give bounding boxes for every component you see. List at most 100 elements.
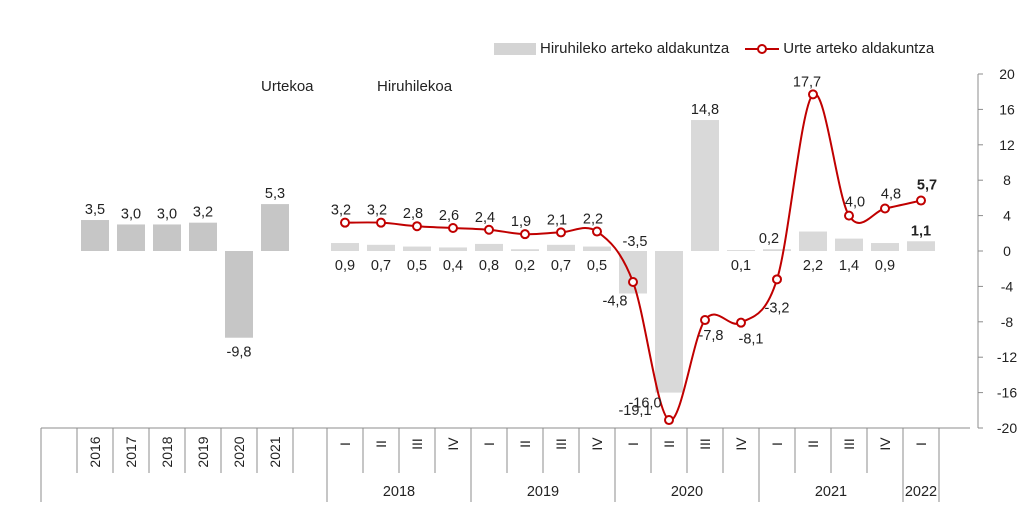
x-tick-label-quarter: II: [373, 440, 389, 448]
x-tick-label-quarter: I: [913, 442, 929, 446]
quarterly-bar: [691, 120, 719, 252]
quarterly-bar: [655, 251, 683, 393]
quarterly-value-label: 0,7: [551, 258, 571, 274]
yoy-value-label: -19,1: [618, 403, 651, 419]
annual-section-label: Urtekoa: [261, 78, 314, 95]
quarterly-bar: [907, 241, 935, 251]
yoy-value-label: 2,6: [439, 208, 459, 224]
quarterly-bar: [403, 246, 431, 251]
quarterly-bar: [583, 246, 611, 251]
yoy-marker: [664, 415, 674, 426]
axes-group: 20 16 12 8 4 0 -4 -8 -12 -16 -20: [977, 66, 1017, 436]
quarterly-value-label: 0,5: [587, 258, 607, 274]
yoy-marker: [808, 89, 818, 100]
quarterly-bar: [727, 250, 755, 251]
quarterly-value-label: -4,8: [603, 293, 628, 309]
legend-line-label: Urte arteko aldakuntza: [783, 40, 935, 57]
quarterly-section-label: Hiruhilekoa: [377, 78, 453, 95]
quarterly-value-label: 14,8: [691, 102, 719, 118]
x-tick-label-quarter: III: [841, 438, 857, 450]
yoy-value-label: -7,8: [699, 328, 724, 344]
yoy-marker: [376, 217, 386, 228]
x-tick-label-year: 2021: [267, 436, 283, 467]
yoy-value-label: 2,4: [475, 210, 495, 226]
yoy-marker: [772, 274, 782, 285]
annual-value-label: 3,2: [193, 205, 213, 221]
quarterly-value-label: 1,1: [911, 223, 931, 239]
quarterly-bar: [799, 231, 827, 251]
yoy-marker: [844, 210, 854, 221]
x-tick-label-quarter: III: [553, 438, 569, 450]
x-group-label: 2019: [527, 484, 559, 500]
quarterly-bar: [439, 247, 467, 251]
yoy-value-label: 3,2: [331, 203, 351, 219]
annual-value-label: 3,5: [85, 202, 105, 218]
quarterly-value-label: 2,2: [803, 258, 823, 274]
legend: Hiruhileko arteko aldakuntza Urte arteko…: [494, 40, 950, 57]
yoy-marker: [556, 227, 566, 238]
quarterly-bar: [331, 243, 359, 251]
x-tick-label-year: 2017: [123, 436, 139, 467]
quarterly-bar: [619, 251, 647, 294]
labels-group: 3,5 3,0 3,0 3,2 -9,8 5,3 0,9 0,7 0,5 0,4 0,8 0,2 0,7…: [85, 74, 937, 419]
quarterly-bar: [367, 244, 395, 251]
y-tick-label: 8: [1003, 172, 1011, 188]
yoy-value-label: 4,0: [845, 195, 865, 211]
x-tick-label-quarter: II: [517, 440, 533, 448]
yoy-value-label: 2,8: [403, 206, 423, 222]
x-tick-label-quarter: I: [769, 442, 785, 446]
quarterly-value-label: 1,4: [839, 258, 859, 274]
yoy-value-label: 17,7: [793, 74, 821, 90]
y-tick-label: 20: [999, 66, 1015, 82]
y-tick-label: 0: [1003, 243, 1011, 259]
yoy-value-label: -8,1: [739, 332, 764, 348]
yoy-value-label: 3,2: [367, 203, 387, 219]
x-group-label: 2018: [383, 484, 415, 500]
x-tick-label-year: 2020: [231, 436, 247, 467]
x-tick-label-year: 2019: [195, 436, 211, 467]
quarterly-value-label: 0,2: [759, 231, 779, 247]
yoy-marker: [412, 221, 422, 232]
legend-item-bars: Hiruhileko arteko aldakuntza: [494, 40, 729, 57]
quarterly-bar: [511, 249, 539, 251]
yoy-value-label: -3,2: [765, 300, 790, 316]
x-tick-label-quarter: I: [625, 442, 641, 446]
yoy-value-label: -3,5: [623, 234, 648, 250]
quarterly-bar: [835, 238, 863, 251]
x-tick-label-quarter: III: [697, 438, 713, 450]
quarterly-value-label: 0,7: [371, 258, 391, 274]
y-tick-label: 4: [1003, 208, 1011, 224]
yoy-marker: [448, 222, 458, 233]
y-tick-label: -16: [997, 385, 1017, 401]
quarterly-value-label: -16,0: [628, 396, 661, 412]
x-tick-label-quarter: IV: [733, 437, 749, 451]
yoy-marker: [628, 276, 638, 287]
yoy-value-label: 2,1: [547, 212, 567, 228]
yoy-value-label: 4,8: [881, 187, 901, 203]
annual-bar: [225, 251, 253, 338]
x-tick-label-year: 2018: [159, 436, 175, 467]
y-tick-label: 12: [999, 137, 1015, 153]
yoy-marker: [592, 226, 602, 237]
quarterly-value-label: 0,5: [407, 258, 427, 274]
x-tick-label-quarter: IV: [877, 437, 893, 451]
annual-value-label: 3,0: [157, 206, 177, 222]
y-tick-label: -20: [997, 420, 1017, 436]
annual-value-label: -9,8: [227, 345, 252, 361]
quarterly-bar: [763, 249, 791, 251]
legend-bar-swatch: [494, 42, 536, 55]
legend-bar-label: Hiruhileko arteko aldakuntza: [540, 40, 730, 57]
yoy-value-label: 5,7: [917, 178, 937, 194]
x-group-label: 2021: [815, 484, 847, 500]
annual-value-label: 5,3: [265, 186, 285, 202]
x-group-label: 2022: [905, 484, 937, 500]
line-group: [340, 89, 926, 426]
yoy-marker: [700, 315, 710, 326]
x-tick-label-quarter: IV: [589, 437, 605, 451]
yoy-value-label: 2,2: [583, 212, 603, 228]
yoy-marker: [520, 229, 530, 240]
x-axis-group: 2016 2017 2018 2019 2020 2021 I II III IV I II III IV…: [40, 427, 970, 502]
annual-value-label: 3,0: [121, 206, 141, 222]
